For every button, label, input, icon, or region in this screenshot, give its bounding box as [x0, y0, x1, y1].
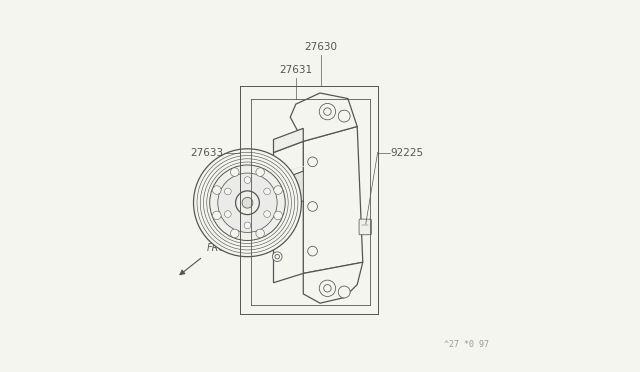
Circle shape: [212, 211, 221, 220]
Circle shape: [218, 173, 277, 232]
Circle shape: [319, 103, 335, 120]
Polygon shape: [273, 171, 303, 212]
Text: FRONT: FRONT: [207, 243, 240, 253]
Circle shape: [338, 110, 350, 122]
Circle shape: [230, 229, 239, 238]
Circle shape: [256, 229, 264, 238]
Circle shape: [275, 208, 280, 212]
Circle shape: [244, 177, 251, 183]
Circle shape: [308, 246, 317, 256]
Text: ^27 *0 97: ^27 *0 97: [444, 340, 490, 349]
Circle shape: [275, 163, 280, 168]
Circle shape: [308, 157, 317, 167]
Circle shape: [264, 211, 271, 217]
Circle shape: [274, 186, 282, 194]
Circle shape: [273, 205, 282, 215]
Circle shape: [244, 222, 251, 229]
Circle shape: [230, 168, 239, 176]
Circle shape: [225, 188, 231, 195]
Circle shape: [193, 149, 301, 257]
Text: 92225: 92225: [391, 148, 424, 157]
Circle shape: [324, 285, 331, 292]
Text: 27633: 27633: [190, 148, 223, 157]
Circle shape: [225, 211, 231, 217]
Text: 27631: 27631: [279, 65, 312, 75]
Polygon shape: [303, 126, 363, 273]
Circle shape: [212, 186, 221, 194]
Circle shape: [308, 202, 317, 211]
Circle shape: [319, 280, 335, 296]
Polygon shape: [273, 141, 303, 283]
Circle shape: [274, 211, 282, 220]
Circle shape: [236, 191, 259, 215]
Circle shape: [338, 286, 350, 298]
Text: 27630: 27630: [305, 42, 338, 51]
Circle shape: [256, 168, 264, 176]
Circle shape: [324, 108, 331, 115]
Circle shape: [193, 149, 301, 257]
Circle shape: [210, 165, 285, 240]
Circle shape: [273, 252, 282, 262]
Polygon shape: [303, 262, 363, 303]
Polygon shape: [291, 93, 357, 141]
Circle shape: [275, 254, 280, 259]
Circle shape: [273, 161, 282, 170]
FancyBboxPatch shape: [359, 219, 371, 235]
Circle shape: [264, 188, 271, 195]
Circle shape: [242, 197, 253, 208]
Polygon shape: [273, 128, 303, 153]
